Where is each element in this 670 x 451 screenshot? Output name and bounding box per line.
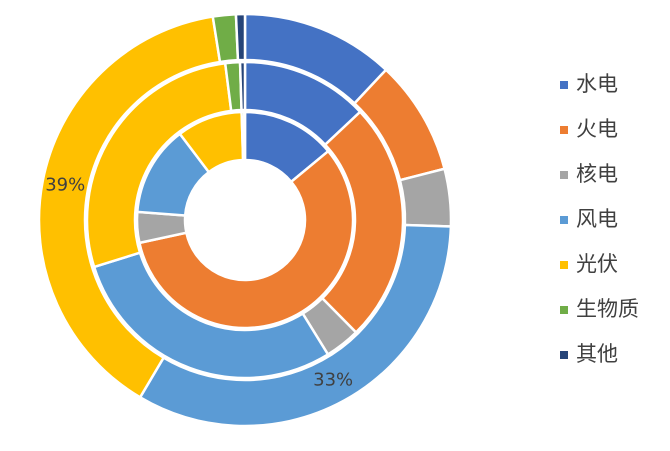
ring-segment <box>238 60 247 112</box>
legend-label: 光伏 <box>576 252 618 276</box>
ring-segment <box>398 167 453 228</box>
legend-label: 其他 <box>576 342 618 366</box>
legend-label: 生物质 <box>576 297 639 321</box>
ring-segment <box>92 251 330 380</box>
legend-label: 核电 <box>576 162 618 186</box>
legend-label: 火电 <box>576 117 618 141</box>
legend-swatch <box>560 126 568 134</box>
data-label: 39% <box>45 175 85 196</box>
ring-segment <box>243 110 247 162</box>
legend-label: 风电 <box>576 207 618 231</box>
legend-swatch <box>560 216 568 224</box>
legend-swatch <box>560 171 568 179</box>
legend-swatch <box>560 306 568 314</box>
data-label: 33% <box>313 369 353 390</box>
legend-label: 水电 <box>576 72 618 96</box>
ring-segment <box>37 15 222 400</box>
ring-segment <box>137 149 355 330</box>
legend-swatch <box>560 351 568 359</box>
ring-segment <box>85 61 233 269</box>
ring-segment <box>234 12 247 62</box>
legend-swatch <box>560 261 568 269</box>
legend-swatch <box>560 81 568 89</box>
